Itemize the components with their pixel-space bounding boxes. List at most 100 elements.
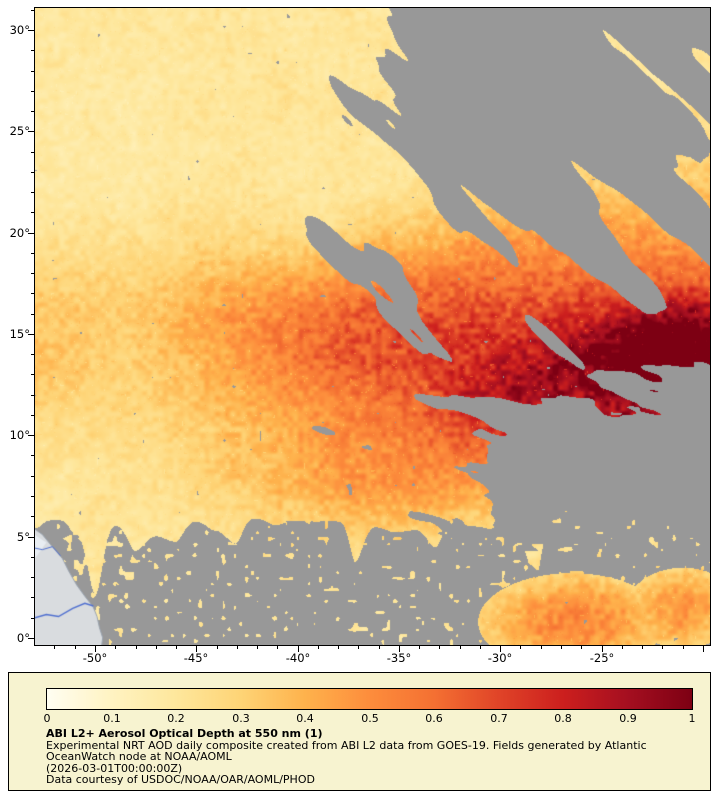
tick-mark — [318, 646, 319, 649]
tick-mark — [439, 646, 440, 649]
tick-mark — [95, 646, 96, 652]
tick-mark — [176, 646, 177, 649]
tick-mark — [115, 646, 116, 649]
lat-tick-label: 15° — [9, 327, 30, 341]
tick-mark — [31, 212, 34, 213]
lat-tick-label: 20° — [9, 226, 30, 240]
lon-tick-label: -35° — [386, 651, 412, 665]
colorbar-tick-label: 1 — [688, 712, 696, 725]
tick-mark — [31, 455, 34, 456]
lat-tick-label: 25° — [9, 124, 30, 138]
lon-tick-label: -50° — [82, 651, 108, 665]
tick-mark — [31, 10, 34, 11]
tick-mark — [28, 435, 34, 436]
colorbar-tick-label: 0 — [43, 712, 51, 725]
tick-mark — [257, 646, 258, 649]
tick-mark — [683, 646, 684, 649]
legend-description: Experimental NRT AOD daily composite cre… — [46, 738, 647, 764]
tick-mark — [196, 646, 197, 652]
tick-mark — [31, 273, 34, 274]
lat-tick-label: 5° — [16, 530, 30, 544]
tick-mark — [520, 646, 521, 649]
tick-mark — [31, 496, 34, 497]
tick-mark — [298, 646, 299, 652]
lon-tick-label: -30° — [487, 651, 513, 665]
tick-mark — [561, 646, 562, 649]
colorbar-tick-label: 0.6 — [425, 712, 443, 725]
tick-mark — [31, 415, 34, 416]
tick-mark — [31, 395, 34, 396]
tick-mark — [419, 646, 420, 649]
tick-mark — [622, 646, 623, 649]
legend-title: ABI L2+ Aerosol Optical Depth at 550 nm … — [46, 727, 323, 740]
lat-tick-label: 30° — [9, 23, 30, 37]
tick-mark — [28, 233, 34, 234]
tick-mark — [31, 111, 34, 112]
tick-mark — [541, 646, 542, 649]
tick-mark — [31, 577, 34, 578]
tick-mark — [31, 50, 34, 51]
legend-timestamp: (2026-03-01T00:00:00Z) — [46, 761, 183, 775]
tick-mark — [31, 597, 34, 598]
tick-mark — [28, 638, 34, 639]
tick-mark — [31, 557, 34, 558]
tick-mark — [399, 646, 400, 652]
tick-mark — [31, 152, 34, 153]
tick-mark — [31, 314, 34, 315]
tick-mark — [136, 646, 137, 649]
legend-text-block: ABI L2+ Aerosol Optical Depth at 550 nm … — [46, 728, 718, 786]
tick-mark — [54, 646, 55, 649]
tick-mark — [31, 476, 34, 477]
tick-mark — [75, 646, 76, 649]
tick-mark — [28, 131, 34, 132]
tick-mark — [500, 646, 501, 652]
colorbar-gradient — [47, 689, 692, 709]
tick-mark — [602, 646, 603, 652]
tick-mark — [480, 646, 481, 649]
lon-tick-label: -25° — [589, 651, 615, 665]
tick-mark — [31, 354, 34, 355]
tick-mark — [460, 646, 461, 649]
tick-mark — [31, 516, 34, 517]
colorbar-tick-label: 0.9 — [619, 712, 637, 725]
tick-mark — [31, 91, 34, 92]
tick-mark — [156, 646, 157, 649]
colorbar-tick-label: 0.3 — [232, 712, 250, 725]
tick-mark — [703, 646, 704, 652]
colorbar-tick-label: 0.8 — [554, 712, 572, 725]
tick-mark — [379, 646, 380, 649]
map-plot-area — [34, 7, 711, 646]
tick-mark — [662, 646, 663, 649]
tick-mark — [31, 172, 34, 173]
tick-mark — [581, 646, 582, 649]
lat-tick-label: 10° — [9, 428, 30, 442]
legend-credit: Data courtesy of USDOC/NOAA/OAR/AOML/PHO… — [46, 773, 315, 787]
colorbar-tick-label: 0.4 — [296, 712, 314, 725]
tick-mark — [31, 71, 34, 72]
colorbar-tick-label: 0.1 — [103, 712, 121, 725]
tick-mark — [31, 374, 34, 375]
colorbar-tick-label: 0.5 — [361, 712, 379, 725]
tick-mark — [31, 253, 34, 254]
tick-mark — [217, 646, 218, 649]
tick-mark — [28, 30, 34, 31]
lon-tick-label: -45° — [183, 651, 209, 665]
tick-mark — [277, 646, 278, 649]
colorbar-tick-label: 0.2 — [167, 712, 185, 725]
legend-panel: 0 0.1 0.2 0.3 0.4 0.5 0.6 0.7 0.8 0.9 1 … — [8, 672, 711, 791]
colorbar-tick-label: 0.7 — [490, 712, 508, 725]
tick-mark — [358, 646, 359, 649]
tick-mark — [28, 334, 34, 335]
tick-mark — [28, 537, 34, 538]
tick-mark — [237, 646, 238, 649]
aod-raster-canvas — [35, 8, 710, 645]
tick-mark — [642, 646, 643, 649]
tick-mark — [31, 618, 34, 619]
tick-mark — [31, 293, 34, 294]
lon-tick-label: -40° — [285, 651, 311, 665]
colorbar — [46, 688, 693, 710]
tick-mark — [338, 646, 339, 649]
lat-tick-label: 0° — [16, 631, 30, 645]
tick-mark — [31, 192, 34, 193]
